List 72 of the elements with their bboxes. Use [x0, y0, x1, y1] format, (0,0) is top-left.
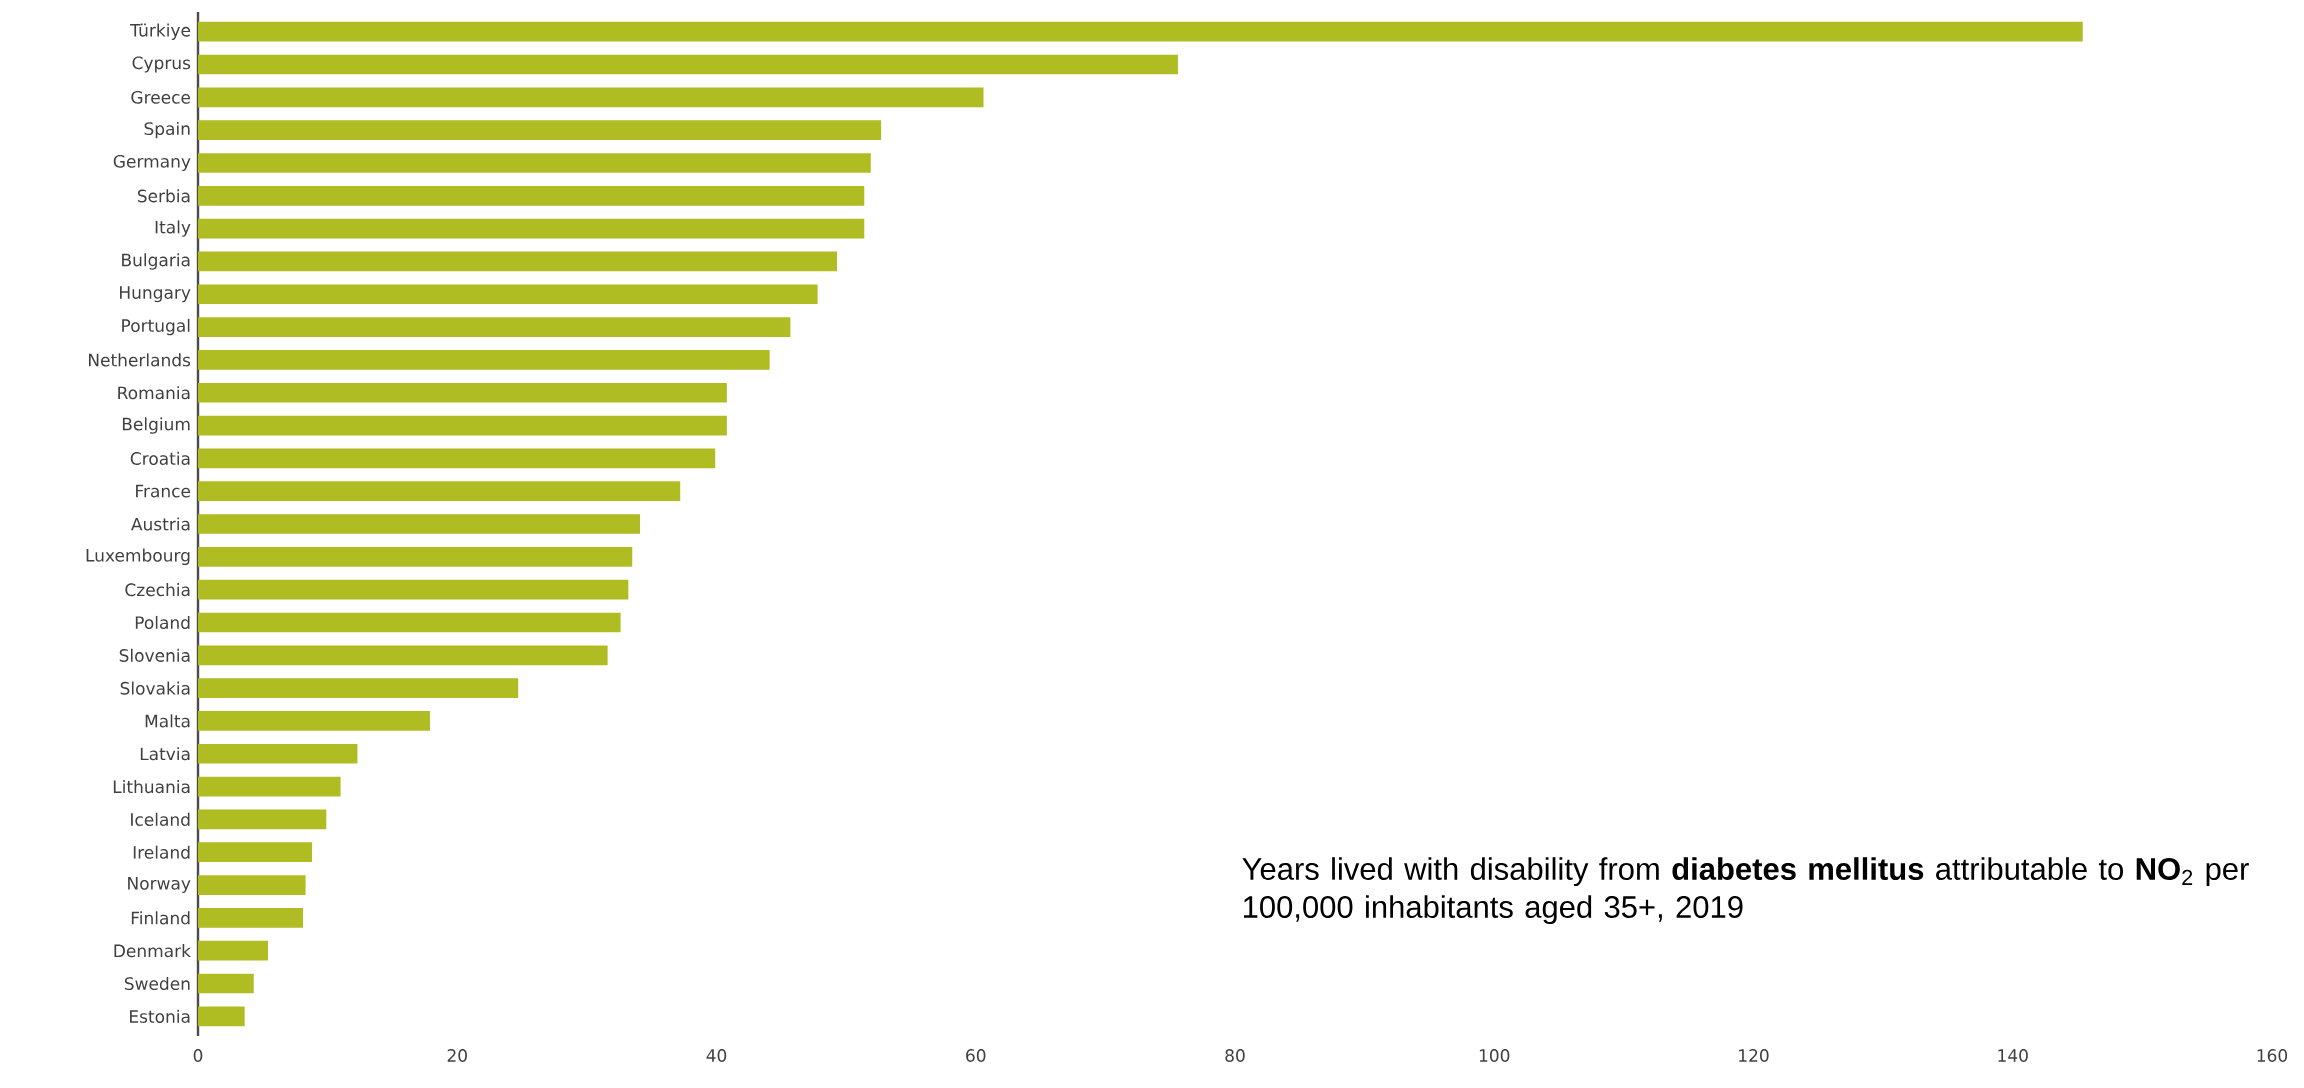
y-tick-label: Cyprus: [132, 56, 191, 73]
bar: [198, 481, 681, 502]
text: Years lived with disability from diabetes mellitus attributable to NO$_{2}$ per 100,000 inhabitants aged 35+, 2019: [1242, 857, 2249, 925]
bar: [198, 350, 770, 370]
y-tick-label: Romania: [118, 386, 190, 400]
bar: [198, 415, 727, 436]
y-tick-label: Denmark: [114, 944, 191, 958]
bar: [198, 809, 327, 830]
bar: [198, 875, 306, 895]
bar: [198, 776, 341, 797]
x-tick-label: 20: [447, 1049, 467, 1062]
y-tick-label: Slovakia: [120, 681, 190, 695]
bar: [198, 711, 431, 731]
bar: [198, 284, 818, 305]
bar: [198, 973, 254, 994]
y-tick-label: Belgium: [122, 417, 190, 434]
x-tick-label: 160: [2257, 1049, 2288, 1062]
bar: [198, 54, 1178, 75]
y-tick-label: Türkiye: [130, 23, 191, 40]
bar: [198, 120, 882, 140]
x-tick-label: 140: [1998, 1049, 2028, 1062]
bar: [198, 153, 871, 173]
y-tick-label: Latvia: [140, 747, 190, 761]
y-tick-label: Croatia: [130, 451, 190, 465]
y-tick-label: Italy: [155, 220, 191, 237]
bar: [198, 579, 629, 600]
bar: [198, 940, 268, 961]
y-tick-label: Austria: [131, 517, 190, 531]
bar: [198, 185, 865, 206]
bar: [198, 1006, 245, 1027]
y-tick-label: Greece: [131, 90, 191, 104]
y-tick-label: Bulgaria: [122, 253, 190, 270]
y-tick-label: Finland: [131, 911, 190, 925]
y-tick-label: Portugal: [122, 318, 190, 336]
y-tick-label: Slovenia: [119, 648, 190, 662]
y-tick-label: Ireland: [133, 845, 190, 859]
x-tick-label: 100: [1479, 1049, 1510, 1062]
y-tick-label: Iceland: [131, 812, 190, 826]
y-tick-label: Germany: [113, 154, 191, 172]
bar: [198, 678, 519, 698]
bar: [198, 842, 313, 863]
y-tick-label: Malta: [145, 714, 190, 728]
bar: [198, 87, 984, 108]
bar: [198, 546, 633, 567]
bar: [198, 21, 2083, 42]
y-tick-label: Estonia: [130, 1009, 190, 1023]
x-tick-label: 120: [1739, 1049, 1769, 1062]
bar: [198, 908, 303, 928]
bar: [198, 612, 621, 633]
bar: [198, 448, 716, 469]
y-tick-label: France: [136, 484, 191, 498]
y-tick-label: Sweden: [124, 976, 190, 991]
bar: [198, 382, 727, 403]
y-tick-label: Spain: [144, 121, 190, 139]
y-tick-label: Hungary: [120, 286, 191, 303]
x-tick-label: 40: [706, 1049, 727, 1062]
bar: [198, 218, 865, 239]
x-tick-label: 0: [193, 1049, 203, 1062]
y-tick-label: Netherlands: [88, 353, 191, 367]
bar: [198, 317, 791, 337]
y-tick-label: Serbia: [137, 189, 190, 203]
x-tick-label: 60: [966, 1049, 986, 1062]
y-tick-label: Norway: [128, 877, 191, 893]
x-tick-label: 80: [1225, 1049, 1245, 1062]
y-tick-label: Lithuania: [113, 780, 190, 794]
bar: [198, 743, 358, 764]
y-tick-label: Luxembourg: [86, 548, 190, 566]
bar: [198, 645, 608, 666]
bar: [198, 251, 838, 272]
bar: [198, 514, 641, 534]
y-tick-label: Poland: [135, 615, 190, 630]
y-tick-label: Czechia: [125, 583, 190, 597]
